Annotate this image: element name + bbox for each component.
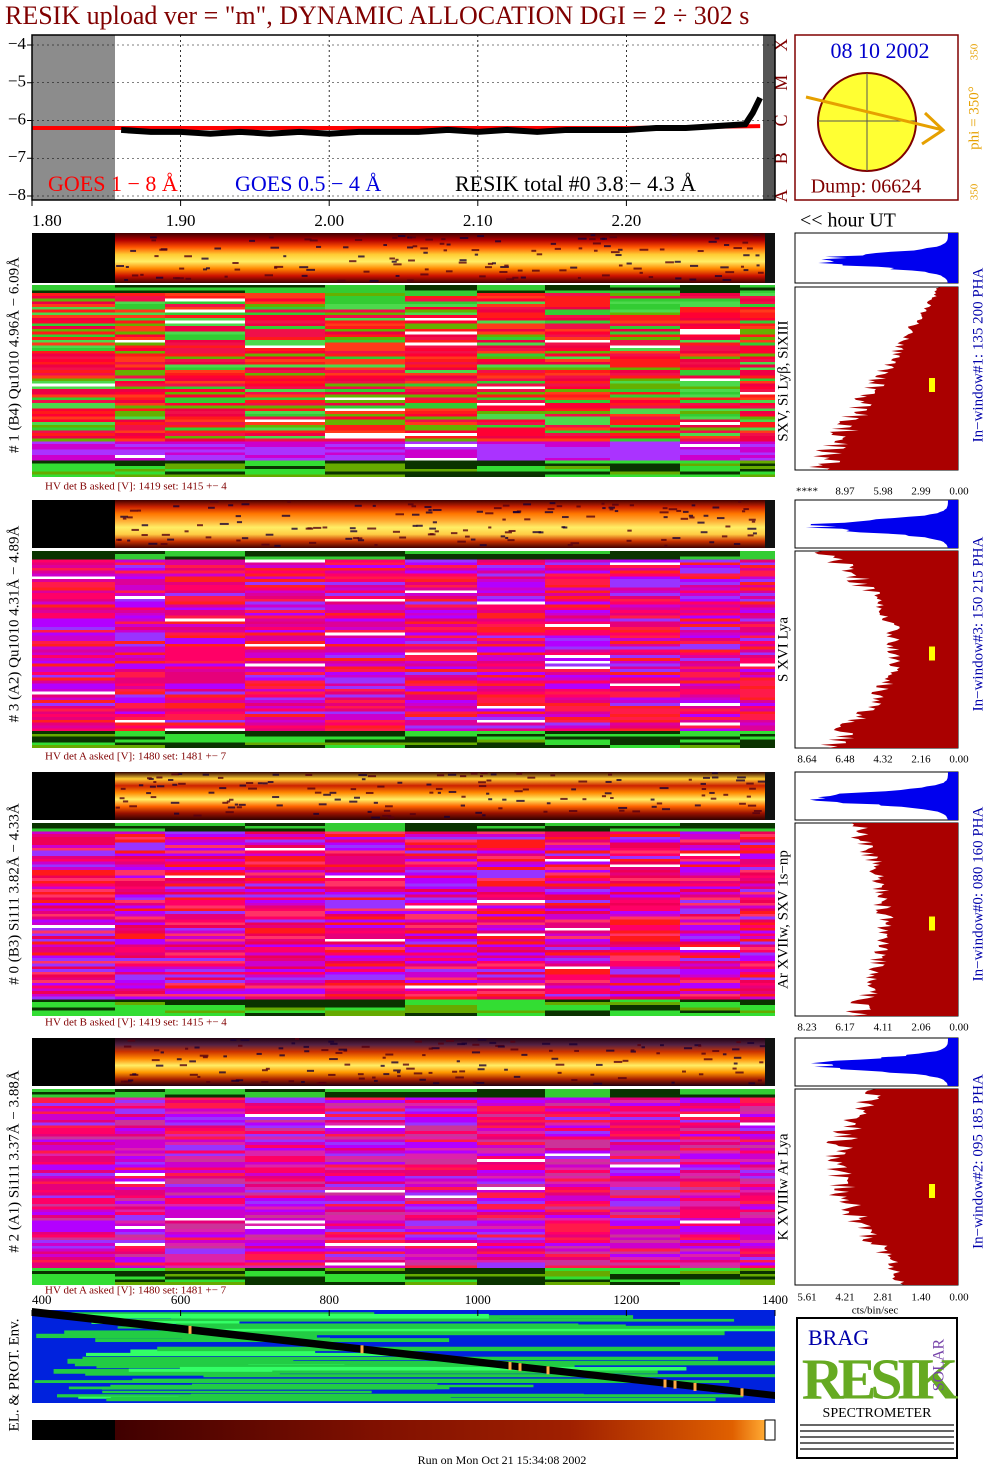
page: RESIK upload ver = "m", DYNAMIC ALLOCATI… — [5, 0, 987, 1467]
